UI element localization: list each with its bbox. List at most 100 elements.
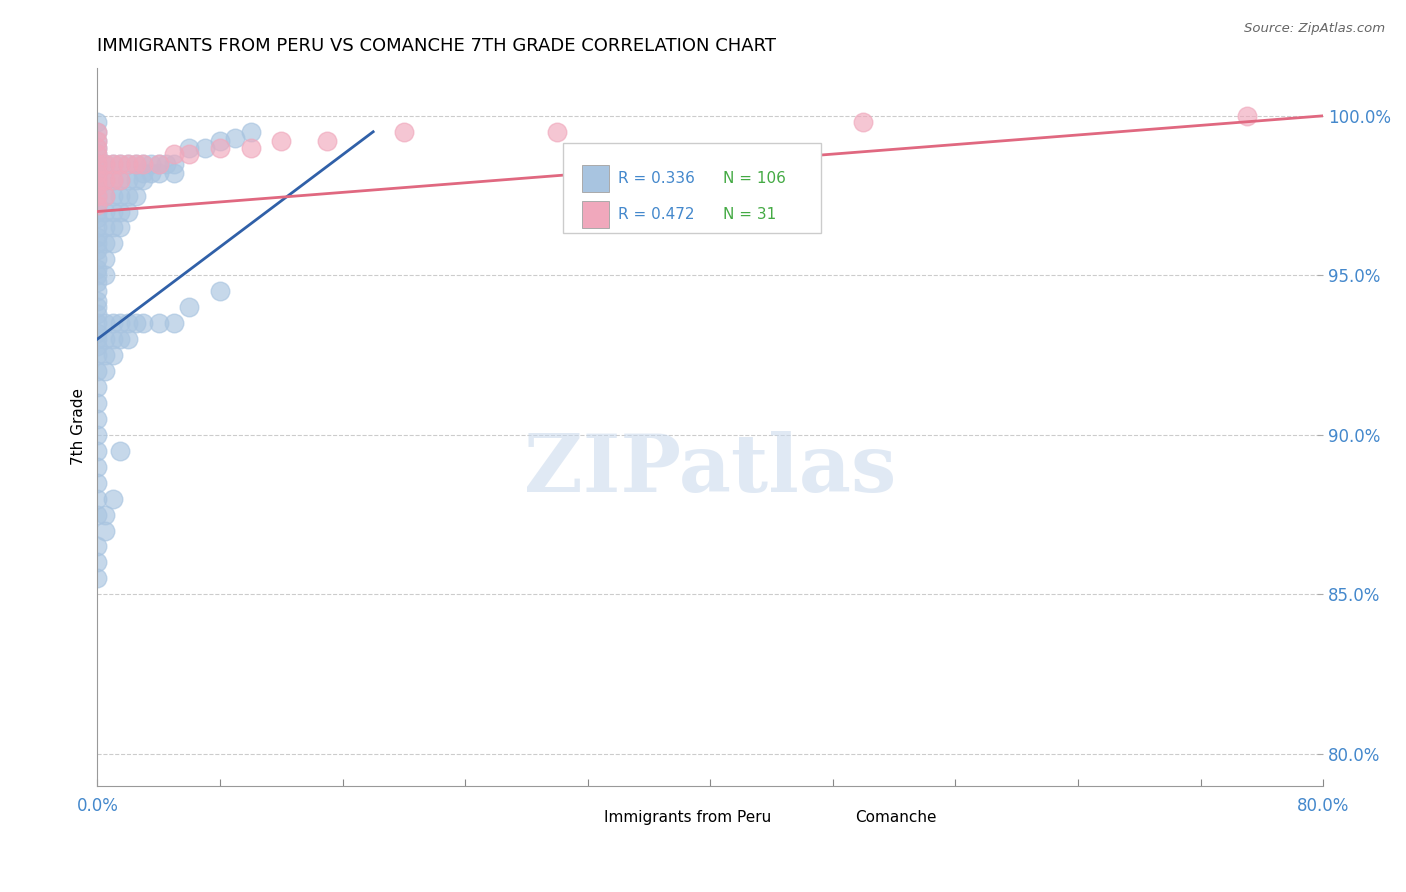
Point	[101, 316, 124, 330]
Point	[86, 275, 108, 289]
Point	[86, 262, 108, 277]
Point	[86, 179, 108, 194]
Point	[132, 166, 155, 180]
Point	[194, 141, 217, 155]
Point	[86, 134, 108, 148]
Text: R = 0.336: R = 0.336	[619, 170, 695, 186]
Point	[86, 243, 108, 257]
Point	[124, 156, 146, 170]
Point	[117, 332, 139, 346]
Point	[86, 491, 108, 506]
Point	[101, 156, 124, 170]
Point	[86, 188, 108, 202]
Point	[86, 300, 108, 314]
Point	[86, 166, 108, 180]
Text: R = 0.472: R = 0.472	[619, 207, 695, 222]
Point	[86, 427, 108, 442]
Text: IMMIGRANTS FROM PERU VS COMANCHE 7TH GRADE CORRELATION CHART: IMMIGRANTS FROM PERU VS COMANCHE 7TH GRA…	[97, 37, 776, 55]
Point	[101, 348, 124, 362]
Point	[101, 188, 124, 202]
Point	[86, 204, 108, 219]
Point	[86, 147, 108, 161]
Point	[546, 125, 568, 139]
Point	[270, 134, 292, 148]
Y-axis label: 7th Grade: 7th Grade	[72, 388, 86, 466]
Point	[86, 115, 108, 129]
Point	[94, 508, 117, 522]
Point	[139, 156, 162, 170]
Point	[132, 172, 155, 186]
Point	[179, 300, 201, 314]
Point	[132, 156, 155, 170]
Point	[117, 188, 139, 202]
Point	[94, 188, 117, 202]
Point	[86, 125, 108, 139]
Point	[86, 188, 108, 202]
Point	[86, 166, 108, 180]
Point	[139, 166, 162, 180]
Point	[124, 188, 146, 202]
Point	[148, 166, 170, 180]
Point	[117, 204, 139, 219]
Point	[94, 172, 117, 186]
Point	[110, 172, 132, 186]
Point	[86, 147, 108, 161]
Point	[86, 156, 108, 170]
Text: N = 31: N = 31	[723, 207, 776, 222]
Point	[86, 230, 108, 244]
Point	[852, 115, 875, 129]
Point	[163, 316, 186, 330]
Point	[110, 156, 132, 170]
Point	[110, 316, 132, 330]
Point	[124, 172, 146, 186]
Point	[94, 252, 117, 267]
Point	[86, 293, 108, 308]
Point	[132, 156, 155, 170]
Point	[86, 236, 108, 251]
Point	[316, 134, 339, 148]
Point	[94, 236, 117, 251]
Point	[94, 316, 117, 330]
Point	[86, 540, 108, 554]
Point	[179, 147, 201, 161]
Point	[155, 156, 177, 170]
Point	[86, 459, 108, 474]
Point	[86, 332, 108, 346]
Point	[208, 134, 231, 148]
Point	[94, 364, 117, 378]
Point	[86, 179, 108, 194]
Point	[124, 156, 146, 170]
Point	[86, 380, 108, 394]
Point	[208, 141, 231, 155]
Point	[94, 156, 117, 170]
Point	[94, 268, 117, 283]
Point	[117, 156, 139, 170]
Point	[239, 141, 262, 155]
Point	[86, 211, 108, 225]
Point	[117, 156, 139, 170]
Point	[86, 172, 108, 186]
Text: Comanche: Comanche	[855, 810, 936, 825]
Point	[163, 147, 186, 161]
Point	[86, 268, 108, 283]
Point	[86, 412, 108, 426]
Point	[86, 556, 108, 570]
Text: ZIPatlas: ZIPatlas	[524, 431, 897, 509]
Point	[110, 443, 132, 458]
Point	[110, 220, 132, 235]
Point	[148, 156, 170, 170]
Bar	[582, 165, 609, 192]
FancyBboxPatch shape	[564, 144, 821, 233]
Point	[86, 141, 108, 155]
Point	[86, 326, 108, 340]
Point	[86, 198, 108, 212]
Point	[94, 332, 117, 346]
Point	[1236, 109, 1258, 123]
Point	[94, 188, 117, 202]
Point	[86, 571, 108, 585]
Point	[86, 475, 108, 490]
Point	[163, 166, 186, 180]
Point	[392, 125, 415, 139]
Point	[86, 285, 108, 299]
Point	[86, 338, 108, 352]
